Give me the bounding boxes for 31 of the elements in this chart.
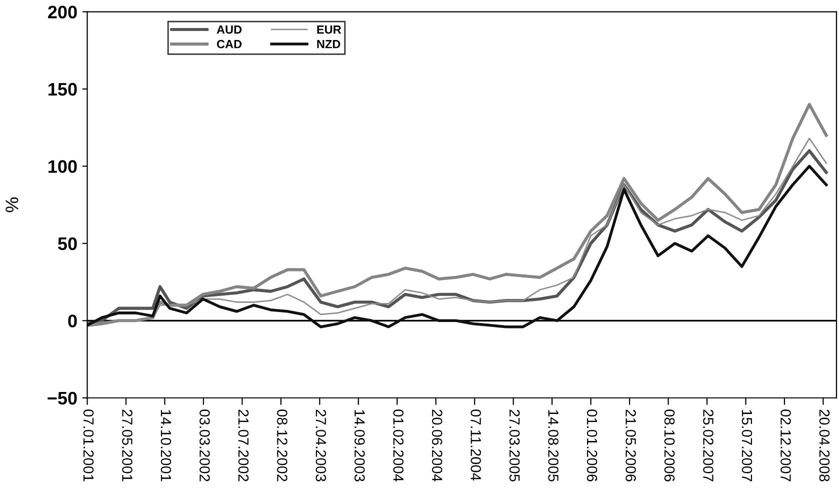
x-tick-label: 15.07.2007 bbox=[742, 410, 752, 482]
y-tick-label: 0 bbox=[68, 314, 77, 328]
x-tick-label: 02.12.2007 bbox=[780, 410, 791, 482]
x-tick-label: 07.11.2004 bbox=[470, 410, 482, 480]
x-tick-label: 01.01.2006 bbox=[586, 410, 598, 482]
y-tick-label: 50 bbox=[58, 237, 77, 250]
x-tick-label: 03.03.2002 bbox=[200, 410, 210, 482]
y-tick-label: 150 bbox=[48, 82, 77, 96]
x-tick-label: 27.04.2003 bbox=[316, 410, 326, 482]
y-axis-title: % bbox=[6, 197, 18, 212]
x-tick-label: 07.01.2001 bbox=[83, 410, 94, 482]
legend-label: AUD bbox=[216, 26, 242, 34]
x-tick-label: 01.02.2004 bbox=[393, 410, 404, 482]
x-tick-label: 20.04.2008 bbox=[819, 410, 830, 482]
x-tick-label: 14.08.2005 bbox=[548, 410, 558, 482]
x-tick-label: 14.09.2003 bbox=[354, 410, 365, 482]
x-tick-label: 27.03.2005 bbox=[509, 410, 520, 482]
x-tick-label: 20.06.2004 bbox=[432, 410, 442, 482]
legend-label: NZD bbox=[317, 40, 340, 48]
x-tick-label: 08.12.2002 bbox=[277, 410, 288, 482]
x-tick-label: 21.05.2006 bbox=[626, 410, 636, 482]
legend-label: EUR bbox=[317, 26, 342, 34]
y-tick-label: −50 bbox=[48, 392, 77, 405]
legend-label: CAD bbox=[216, 40, 242, 48]
y-tick-label: 100 bbox=[48, 160, 77, 173]
y-tick-label: 200 bbox=[48, 6, 77, 18]
x-tick-label: 21.07.2002 bbox=[238, 410, 249, 482]
x-tick-label: 08.10.2006 bbox=[664, 410, 675, 482]
x-tick-label: 14.10.2001 bbox=[160, 410, 172, 482]
x-tick-label: 25.02.2007 bbox=[703, 410, 714, 482]
x-tick-label: 27.05.2001 bbox=[122, 410, 132, 482]
